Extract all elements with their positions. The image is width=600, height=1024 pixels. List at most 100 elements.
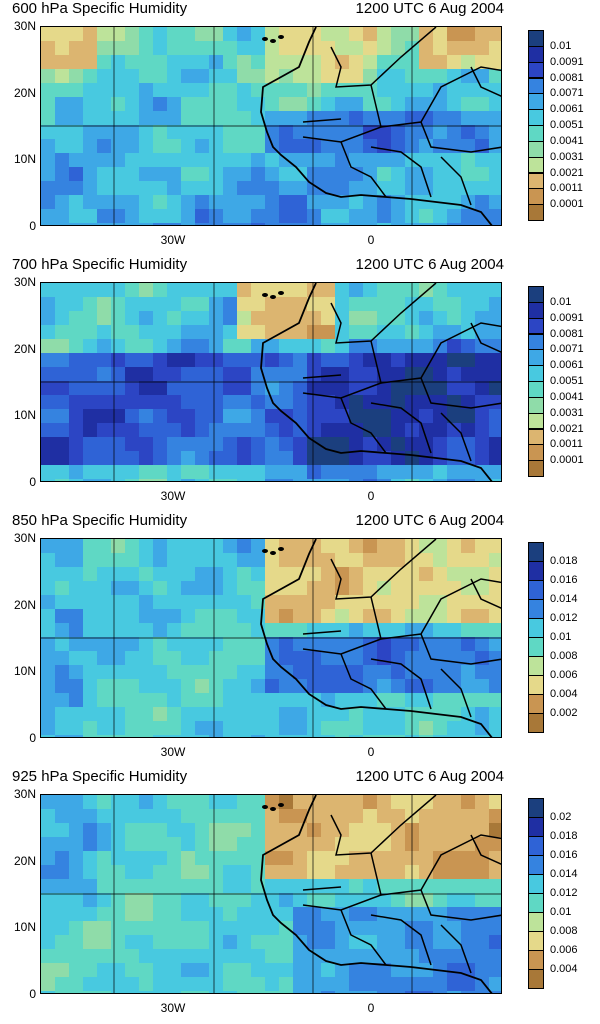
- field-cell: [139, 893, 154, 908]
- field-cell: [97, 69, 112, 84]
- field-cell: [363, 479, 378, 481]
- field-cell: [307, 311, 322, 326]
- field-cell: [83, 353, 98, 368]
- field-cell: [111, 297, 126, 312]
- colorbar-segment: [528, 156, 544, 174]
- field-cell: [461, 353, 476, 368]
- field-cell: [167, 735, 182, 737]
- country-border: [470, 834, 501, 865]
- latitude-tick-label: 30N: [13, 787, 36, 801]
- field-cell: [83, 651, 98, 666]
- field-cell: [307, 991, 322, 993]
- field-cell: [69, 139, 84, 154]
- field-cell: [55, 465, 70, 480]
- field-cell: [69, 581, 84, 596]
- field-cell: [111, 893, 126, 908]
- colorbar-segment: [528, 950, 544, 970]
- field-cell: [223, 665, 238, 680]
- field-cell: [223, 311, 238, 326]
- field-cell: [433, 97, 448, 112]
- colorbar-segment: [528, 412, 544, 430]
- field-cell: [223, 297, 238, 312]
- field-cell: [279, 823, 294, 838]
- field-cell: [41, 623, 56, 638]
- field-cell: [447, 567, 462, 582]
- field-cell: [377, 339, 392, 354]
- field-cell: [251, 679, 266, 694]
- field-cell: [447, 809, 462, 824]
- field-cell: [265, 991, 280, 993]
- field-cell: [223, 991, 238, 993]
- field-cell: [125, 851, 140, 866]
- field-cell: [447, 111, 462, 126]
- field-cell: [321, 735, 336, 737]
- field-cell: [223, 963, 238, 978]
- field-cell: [223, 837, 238, 852]
- field-cell: [307, 609, 322, 624]
- field-cell: [223, 181, 238, 196]
- field-cell: [349, 195, 364, 210]
- field-cell: [447, 339, 462, 354]
- field-cell: [349, 297, 364, 312]
- field-cell: [363, 353, 378, 368]
- field-cell: [377, 381, 392, 396]
- field-cell: [139, 195, 154, 210]
- field-cell: [237, 893, 252, 908]
- field-cell: [461, 41, 476, 56]
- field-cell: [475, 311, 490, 326]
- field-cell: [83, 721, 98, 736]
- field-cell: [209, 451, 224, 466]
- field-cell: [391, 665, 406, 680]
- field-cell: [223, 69, 238, 84]
- field-cell: [293, 325, 308, 340]
- field-cell: [279, 609, 294, 624]
- field-cell: [195, 139, 210, 154]
- field-cell: [97, 97, 112, 112]
- field-cell: [419, 111, 434, 126]
- field-cell: [41, 297, 56, 312]
- colorbar-segment: [528, 30, 544, 47]
- field-cell: [55, 623, 70, 638]
- field-cell: [363, 609, 378, 624]
- field-cell: [293, 195, 308, 210]
- colorbar-label: 0.01: [550, 39, 572, 52]
- field-cell: [307, 823, 322, 838]
- field-cell: [363, 679, 378, 694]
- colorbar-label: 0.0021: [550, 422, 584, 435]
- field-cell: [139, 209, 154, 224]
- field-cell: [237, 907, 252, 922]
- field-cell: [223, 823, 238, 838]
- field-cell: [475, 693, 490, 708]
- field-cell: [391, 823, 406, 838]
- field-cell: [153, 935, 168, 950]
- field-cell: [377, 209, 392, 224]
- field-cell: [237, 963, 252, 978]
- field-cell: [41, 395, 56, 410]
- field-cell: [167, 297, 182, 312]
- field-cell: [125, 153, 140, 168]
- field-cell: [461, 409, 476, 424]
- field-cell: [279, 209, 294, 224]
- field-cell: [293, 879, 308, 894]
- field-cell: [363, 465, 378, 480]
- field-cell: [195, 395, 210, 410]
- field-cell: [97, 935, 112, 950]
- field-cell: [83, 479, 98, 481]
- field-cell: [293, 893, 308, 908]
- field-cell: [125, 451, 140, 466]
- field-cell: [97, 297, 112, 312]
- field-cell: [125, 325, 140, 340]
- field-cell: [111, 809, 126, 824]
- field-cell: [153, 693, 168, 708]
- field-cell: [321, 465, 336, 480]
- field-cell: [167, 339, 182, 354]
- field-cell: [377, 977, 392, 992]
- field-cell: [335, 893, 350, 908]
- field-cell: [167, 837, 182, 852]
- field-cell: [251, 139, 266, 154]
- field-cell: [55, 539, 70, 554]
- colorbar-label: 0.01: [550, 906, 572, 918]
- field-cell: [461, 111, 476, 126]
- field-cell: [83, 893, 98, 908]
- field-cell: [139, 181, 154, 196]
